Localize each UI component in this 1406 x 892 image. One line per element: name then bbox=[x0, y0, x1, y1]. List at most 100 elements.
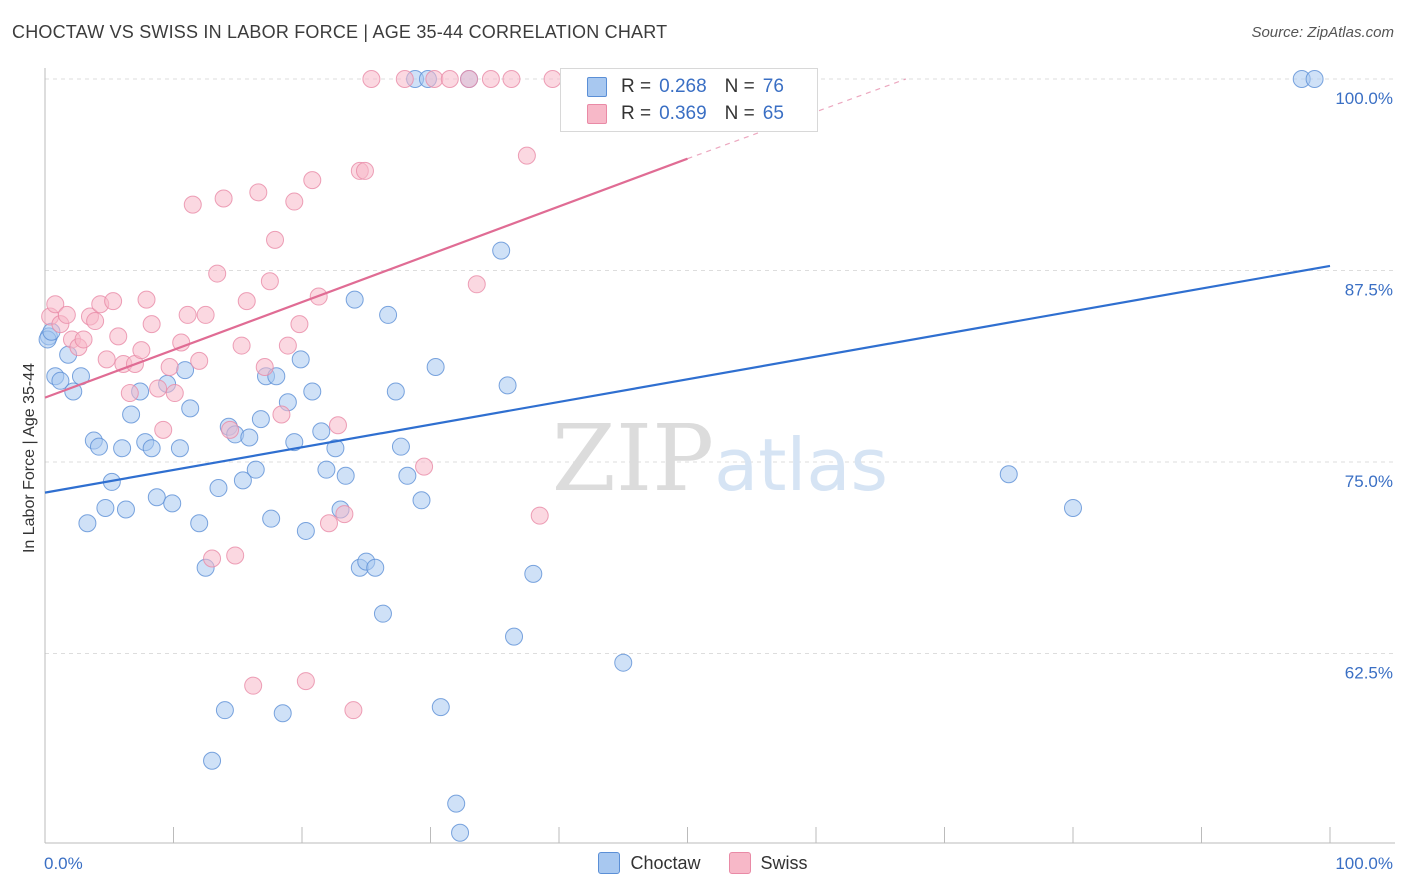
swiss-point bbox=[290, 315, 309, 334]
choctaw-point bbox=[999, 465, 1018, 484]
swiss-point bbox=[543, 70, 562, 88]
swiss-point bbox=[272, 405, 291, 424]
choctaw-point bbox=[233, 471, 252, 490]
choctaw-point bbox=[312, 422, 331, 441]
swiss-point bbox=[57, 305, 76, 324]
choctaw-point bbox=[96, 498, 115, 517]
choctaw-point bbox=[296, 521, 315, 540]
swiss-point bbox=[278, 336, 297, 355]
y-tick-label: 62.5% bbox=[1345, 664, 1393, 683]
choctaw-point bbox=[142, 439, 161, 458]
choctaw-swatch bbox=[587, 77, 607, 97]
swiss-point bbox=[460, 70, 479, 88]
choctaw-point bbox=[163, 494, 182, 513]
choctaw-point bbox=[386, 382, 405, 401]
choctaw-point bbox=[215, 701, 234, 720]
choctaw-point bbox=[391, 437, 410, 456]
swiss-point bbox=[362, 70, 381, 88]
swiss-point bbox=[530, 506, 549, 525]
choctaw-point bbox=[498, 376, 517, 395]
y-tick-label: 100.0% bbox=[1335, 89, 1393, 108]
choctaw-point bbox=[291, 350, 310, 369]
y-axis-title: In Labor Force | Age 35-44 bbox=[21, 363, 38, 553]
n-value: 76 bbox=[762, 76, 784, 97]
choctaw-point bbox=[317, 460, 336, 479]
choctaw-point bbox=[203, 751, 222, 770]
swiss-point bbox=[172, 333, 191, 352]
y-tick-label: 75.0% bbox=[1345, 472, 1393, 491]
choctaw-point bbox=[524, 564, 543, 583]
choctaw-point bbox=[116, 500, 135, 519]
choctaw-point bbox=[366, 558, 385, 577]
choctaw-point bbox=[64, 382, 83, 401]
swiss-point bbox=[160, 358, 179, 377]
swiss-point bbox=[120, 384, 139, 403]
swiss-point bbox=[74, 330, 93, 349]
swiss-point bbox=[344, 701, 363, 720]
choctaw-point bbox=[412, 491, 431, 510]
swiss-point bbox=[328, 416, 347, 435]
legend-item-choctaw: Choctaw bbox=[598, 852, 701, 874]
r-value: 0.268 bbox=[659, 76, 707, 97]
swiss-point bbox=[221, 420, 240, 439]
x-tick-label: 0.0% bbox=[44, 854, 83, 873]
choctaw-point bbox=[336, 466, 355, 485]
choctaw-point bbox=[345, 290, 364, 309]
choctaw-point bbox=[326, 439, 345, 458]
choctaw-point bbox=[379, 305, 398, 324]
r-label: R = bbox=[621, 76, 652, 97]
swiss-point bbox=[440, 70, 459, 88]
swiss-point bbox=[249, 183, 268, 202]
swiss-point bbox=[303, 171, 322, 190]
swiss-point bbox=[104, 292, 123, 311]
choctaw-point bbox=[246, 460, 265, 479]
choctaw-point bbox=[170, 439, 189, 458]
y-tick-label: 87.5% bbox=[1345, 281, 1393, 300]
x-tick-label: 100.0% bbox=[1335, 854, 1393, 873]
choctaw-point bbox=[262, 509, 281, 528]
legend-label: Choctaw bbox=[630, 852, 701, 873]
swiss-point bbox=[266, 230, 285, 249]
swiss-point bbox=[425, 70, 444, 88]
choctaw-point bbox=[251, 410, 270, 429]
swiss-point bbox=[244, 676, 263, 695]
choctaw-point bbox=[209, 479, 228, 498]
swiss-point bbox=[142, 315, 161, 334]
swiss-point bbox=[214, 189, 233, 208]
swiss-point bbox=[97, 350, 116, 369]
choctaw-point bbox=[431, 698, 450, 717]
swiss-point bbox=[183, 195, 202, 214]
swiss-point bbox=[517, 146, 536, 165]
swiss-point bbox=[208, 264, 227, 283]
choctaw-point bbox=[78, 514, 97, 533]
swiss-point bbox=[237, 292, 256, 311]
series-legend: Choctaw Swiss bbox=[0, 852, 1406, 874]
swiss-point bbox=[86, 312, 105, 331]
swiss-point bbox=[355, 161, 374, 180]
choctaw-point bbox=[303, 382, 322, 401]
swiss-point bbox=[415, 457, 434, 476]
swiss-point bbox=[165, 384, 184, 403]
n-label: N = bbox=[724, 76, 755, 97]
swiss-point bbox=[178, 305, 197, 324]
choctaw-point bbox=[505, 627, 524, 646]
choctaw-trend-line bbox=[44, 264, 1331, 494]
swiss-point bbox=[132, 341, 151, 360]
swiss-point bbox=[260, 272, 279, 291]
swiss-point bbox=[232, 336, 251, 355]
swiss-point bbox=[481, 70, 500, 88]
swiss-point bbox=[319, 514, 338, 533]
swiss-swatch bbox=[587, 104, 607, 124]
swiss-point bbox=[296, 672, 315, 691]
swiss-point bbox=[226, 546, 245, 565]
watermark: ZIPatlas bbox=[552, 405, 888, 512]
choctaw-point bbox=[113, 439, 132, 458]
swiss-trend-line bbox=[44, 157, 688, 399]
swiss-point bbox=[467, 275, 486, 294]
choctaw-point bbox=[398, 466, 417, 485]
choctaw-point bbox=[1064, 498, 1082, 517]
choctaw-point bbox=[451, 823, 470, 842]
n-label: N = bbox=[724, 103, 755, 124]
swiss-trend-extension bbox=[687, 78, 907, 160]
